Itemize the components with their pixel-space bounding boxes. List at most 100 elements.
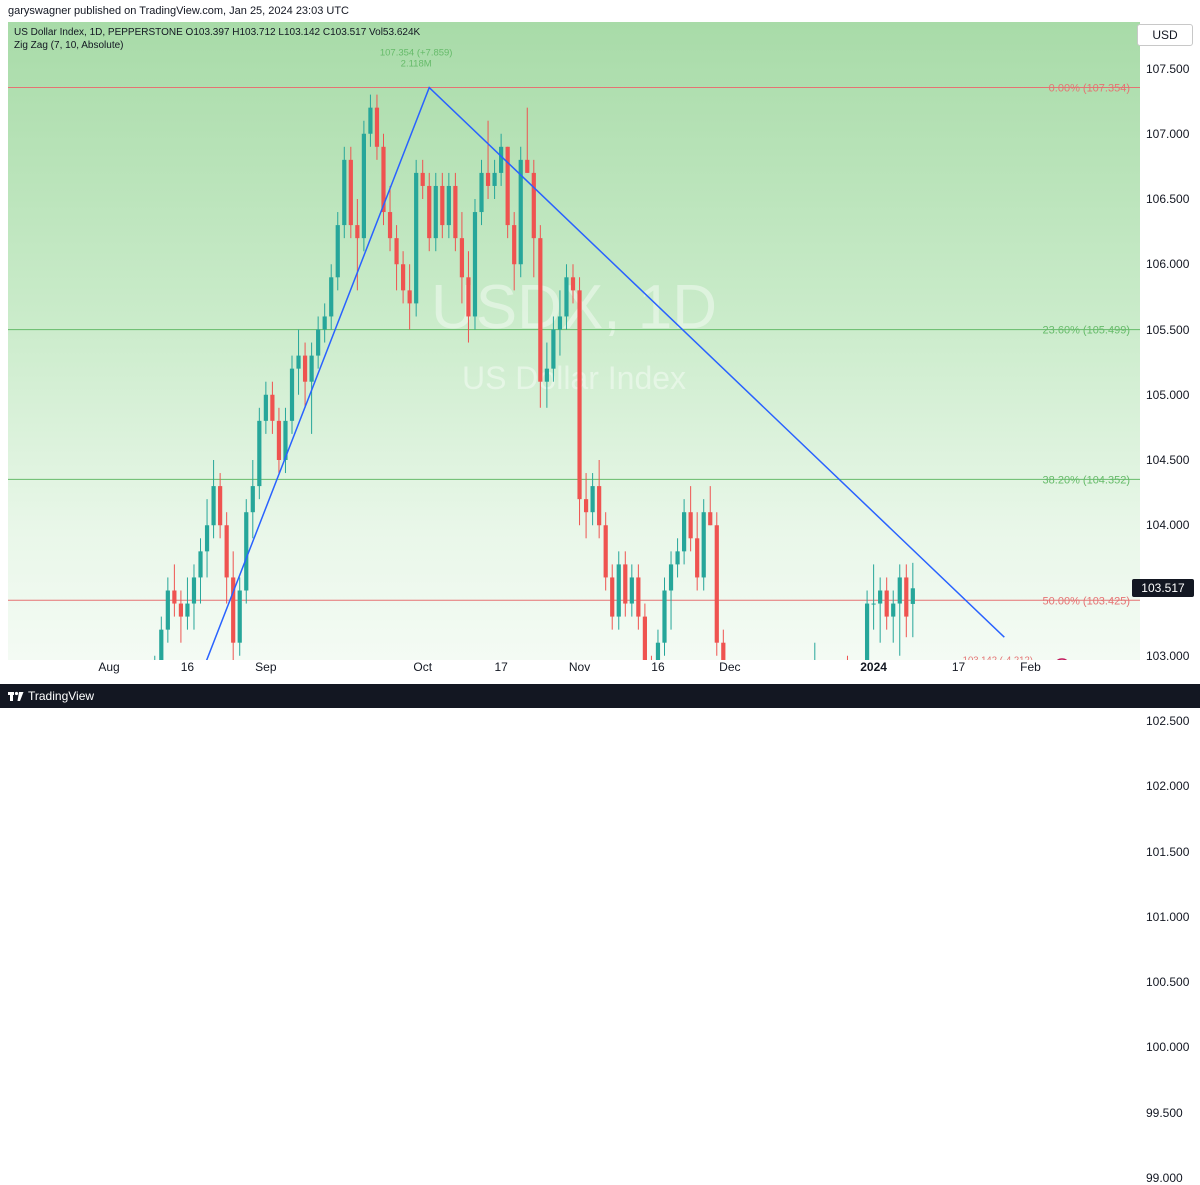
fib-label-2: 38.20% (104.352) <box>1043 474 1130 486</box>
x-tick-label: Dec <box>719 660 741 674</box>
lightning-icon[interactable] <box>1053 658 1071 660</box>
candle-body <box>250 486 255 513</box>
candle-body <box>446 185 451 226</box>
candle-body <box>551 329 556 369</box>
x-tick-label: Feb <box>1020 660 1041 674</box>
candle-body <box>387 212 393 239</box>
candle-body <box>557 316 563 330</box>
candle-body <box>368 107 373 134</box>
candle-body <box>355 225 360 239</box>
candle-body <box>427 185 432 239</box>
y-tick-label: 100.500 <box>1146 975 1190 989</box>
x-tick-label: 16 <box>180 660 195 674</box>
candle-body <box>708 512 713 526</box>
candle-body <box>472 212 478 317</box>
candle-body <box>910 588 915 604</box>
candle-body <box>531 172 536 239</box>
y-tick-label: 107.000 <box>1146 126 1190 141</box>
watermark-name: US Dollar Index <box>461 360 687 396</box>
candle-body <box>688 512 693 539</box>
candle-body <box>655 642 661 660</box>
y-tick-label: 103.000 <box>1146 648 1190 663</box>
x-tick-label: Oct <box>413 660 433 674</box>
candle-body <box>459 238 465 278</box>
candle-body <box>172 590 177 604</box>
candle-body <box>668 564 674 591</box>
candle-body <box>583 499 589 513</box>
candle-body <box>283 420 288 460</box>
candle-body <box>695 538 700 578</box>
candle-body <box>270 394 275 421</box>
candle-body <box>302 355 308 382</box>
y-tick-label: 105.500 <box>1146 322 1190 337</box>
candle-body <box>244 512 249 591</box>
candle-body <box>701 512 706 578</box>
candle-body <box>218 486 223 526</box>
zigzag-label-0: 107.354 (+7.859) <box>380 48 453 59</box>
fib-label-1: 23.60% (105.499) <box>1043 325 1130 337</box>
candle-body <box>204 525 210 552</box>
zigzag-line <box>205 86 1005 660</box>
candle-body <box>610 577 615 617</box>
publisher-text: garyswagner published on TradingView.com… <box>8 5 350 17</box>
legend-symbol-line: US Dollar Index, 1D, PEPPERSTONE O103.39… <box>14 27 421 38</box>
candle-body <box>381 146 386 213</box>
candle-body <box>512 225 517 265</box>
y-tick-label: 99.500 <box>1146 1105 1183 1120</box>
zigzag-volume-0: 2.118M <box>401 59 432 70</box>
y-tick-label: 102.000 <box>1146 779 1190 794</box>
footer-bar: TradingView <box>0 684 1200 708</box>
candle-body <box>309 355 314 382</box>
left-margin <box>0 22 8 660</box>
chart-plot-area[interactable]: US Dollar Index, 1D, PEPPERSTONE O103.39… <box>8 22 1140 660</box>
footer-brand[interactable]: TradingView <box>28 689 95 703</box>
candle-body <box>891 603 896 617</box>
candle-body <box>401 264 406 291</box>
tradingview-logo-icon[interactable] <box>8 689 24 703</box>
candle-body <box>237 590 242 643</box>
candle-body <box>518 159 523 265</box>
y-tick-label: 99.000 <box>1146 1170 1183 1185</box>
fib-label-0: 0.00% (107.354) <box>1049 83 1130 95</box>
candle-body <box>878 590 883 604</box>
currency-button[interactable]: USD <box>1137 24 1193 46</box>
candle-body <box>211 486 216 526</box>
y-tick-label: 102.500 <box>1146 714 1190 728</box>
y-tick-label: 106.000 <box>1146 257 1190 272</box>
candle-body <box>897 577 902 604</box>
candle-body <box>394 238 399 265</box>
candle-body <box>564 277 569 317</box>
candle-body <box>257 420 262 487</box>
candle-body <box>636 577 641 617</box>
y-tick-label: 104.000 <box>1146 518 1190 533</box>
candle-body <box>224 525 229 578</box>
candle-body <box>629 577 634 604</box>
candlestick-chart: 0.00% (107.354) 23.60% (105.499) 38.20% (1… <box>8 48 1140 660</box>
y-tick-label: 104.500 <box>1146 453 1190 467</box>
candle-body <box>603 525 608 578</box>
candle-body <box>485 172 491 186</box>
candle-body <box>198 551 203 578</box>
candle-body <box>440 185 445 226</box>
candle-body <box>296 355 301 369</box>
candle-body <box>335 225 340 278</box>
candle-body <box>544 368 549 382</box>
candle-body <box>185 603 190 617</box>
y-tick-label: 105.000 <box>1146 387 1190 402</box>
candle-body <box>590 486 595 513</box>
y-tick-label: 107.500 <box>1146 61 1190 76</box>
candle-body <box>525 159 530 173</box>
candle-body <box>231 577 236 643</box>
candle-body <box>721 642 726 660</box>
candle-body <box>316 329 321 356</box>
candle-body <box>864 603 870 660</box>
candle-body <box>492 172 497 186</box>
candle-body <box>505 146 510 226</box>
candle-body <box>322 316 327 330</box>
last-price-tag: 103.517 <box>1132 579 1194 598</box>
time-axis[interactable]: Aug 16 Sep Oct 17 Nov 16 Dec 2024 17 Feb <box>8 660 1140 684</box>
candle-body <box>642 616 647 660</box>
price-axis[interactable]: 107.500 107.000 106.500 106.000 105.500 105.0… <box>1140 22 1200 1185</box>
y-tick-label: 100.000 <box>1146 1040 1190 1055</box>
candle-body <box>597 486 602 526</box>
